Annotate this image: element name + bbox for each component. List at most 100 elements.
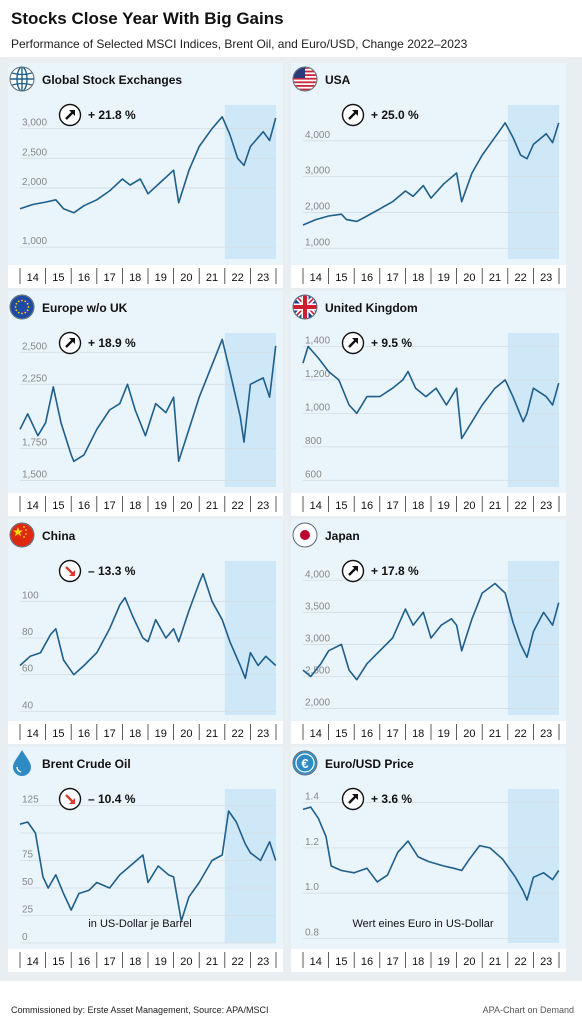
highlight-band [224,333,276,487]
x-tick-label: 15 [52,272,64,284]
x-tick-label: 16 [361,272,373,284]
x-tick-label: 16 [78,956,90,968]
series-line [302,122,560,226]
x-tick-label: 18 [412,728,424,740]
y-tick-label: 125 [22,795,39,806]
x-tick-label: 22 [514,500,526,512]
x-tick-label: 22 [231,500,243,512]
x-tick-label: 19 [438,956,450,968]
series-line [19,338,277,463]
y-tick-label: 2,500 [305,666,330,677]
y-tick-label: 1.4 [305,792,319,803]
y-tick-label: 2,000 [22,177,47,188]
highlight-band [507,333,559,487]
panel-usa: 1,000 2,000 3,000 4,000 USA + 25.0 % 14 15 16 17 1… [291,63,566,288]
chart-title: China [42,529,76,543]
chart-title: United Kingdom [325,301,418,315]
x-tick-label: 18 [412,500,424,512]
x-axis-band [8,721,283,744]
change-label: + 17.8 % [371,564,419,578]
highlight-band [224,789,276,943]
x-tick-label: 17 [386,500,398,512]
x-tick-label: 16 [361,956,373,968]
x-tick-label: 21 [489,956,501,968]
x-tick-label: 23 [257,500,269,512]
x-tick-label: 21 [206,272,218,284]
chart-oil: 0 25 50 75 125 Brent Crude Oil – 10.4 % in US-D… [8,747,283,972]
y-tick-label: 3,000 [22,118,47,129]
change-label: – 10.4 % [88,792,136,806]
x-tick-label: 17 [103,956,115,968]
series-line [302,345,560,440]
y-tick-label: 2,000 [305,201,330,212]
y-tick-label: 1.0 [305,882,319,893]
x-tick-label: 18 [129,500,141,512]
x-tick-label: 22 [514,728,526,740]
x-tick-label: 17 [386,728,398,740]
chart-title: Japan [325,529,360,543]
x-tick-label: 17 [103,728,115,740]
chart-title: Euro/USD Price [325,757,414,771]
x-tick-label: 14 [310,272,322,284]
panel-uk: 600 800 1,000 1,200 1,400 United Kingdom + 9.5… [291,291,566,516]
y-tick-label: 1,400 [305,335,330,346]
x-tick-label: 14 [310,728,322,740]
highlight-band [507,561,559,715]
x-tick-label: 14 [27,728,39,740]
x-axis-band [291,265,566,288]
page-title: Stocks Close Year With Big Gains [11,9,284,28]
x-axis-band [291,493,566,516]
x-tick-label: 16 [78,500,90,512]
arrow-up-right-icon [341,787,365,811]
highlight-band [224,105,276,259]
x-tick-label: 17 [386,272,398,284]
x-tick-label: 14 [27,500,39,512]
x-tick-label: 23 [540,272,552,284]
x-tick-label: 23 [540,956,552,968]
y-tick-label: 4,000 [305,130,330,141]
change-label: + 3.6 % [371,792,412,806]
x-tick-label: 21 [206,728,218,740]
panel-euro: 0.8 1.0 1.2 1.4 € Euro/USD Price + 3.6 % Wert e… [291,747,566,972]
x-axis-band [8,265,283,288]
change-label: + 21.8 % [88,108,136,122]
y-tick-label: 1,000 [22,236,47,247]
arrow-up-right-icon [58,103,82,127]
y-tick-label: 80 [22,627,34,638]
series-line [19,573,277,680]
x-axis-band [8,493,283,516]
x-tick-label: 21 [489,272,501,284]
x-tick-label: 15 [52,728,64,740]
x-tick-label: 22 [231,728,243,740]
series-line [302,806,560,901]
x-tick-label: 15 [335,728,347,740]
x-tick-label: 14 [27,272,39,284]
x-tick-label: 18 [412,956,424,968]
x-tick-label: 14 [27,956,39,968]
y-tick-label: 2,500 [22,341,47,352]
y-tick-label: 60 [22,664,34,675]
arrow-down-right-icon [58,559,82,583]
x-tick-label: 20 [180,500,192,512]
x-tick-label: 23 [257,272,269,284]
panel-japan: 2,000 2,500 3,000 3,500 4,000 Japan + 17.8 % 14… [291,519,566,744]
x-tick-label: 14 [310,956,322,968]
y-tick-label: 75 [22,850,34,861]
arrow-up-right-icon [58,331,82,355]
arrow-down-right-icon [58,787,82,811]
highlight-band [507,105,559,259]
chart-title: Europe w/o UK [42,301,128,315]
x-tick-label: 19 [438,272,450,284]
y-tick-label: 2,500 [22,147,47,158]
y-tick-label: 2,000 [305,698,330,709]
chart-grid: 1,000 2,000 2,500 3,000 Global Stock Exchang… [0,57,582,981]
x-axis-band [291,949,566,972]
chart-usa: 1,000 2,000 3,000 4,000 USA + 25.0 % 14 15 16 17 1… [291,63,566,288]
x-tick-label: 18 [129,728,141,740]
x-tick-label: 21 [489,500,501,512]
x-tick-label: 19 [438,500,450,512]
x-tick-label: 19 [155,956,167,968]
x-tick-label: 21 [206,956,218,968]
x-tick-label: 20 [463,956,475,968]
japan-flag-icon [292,522,318,548]
